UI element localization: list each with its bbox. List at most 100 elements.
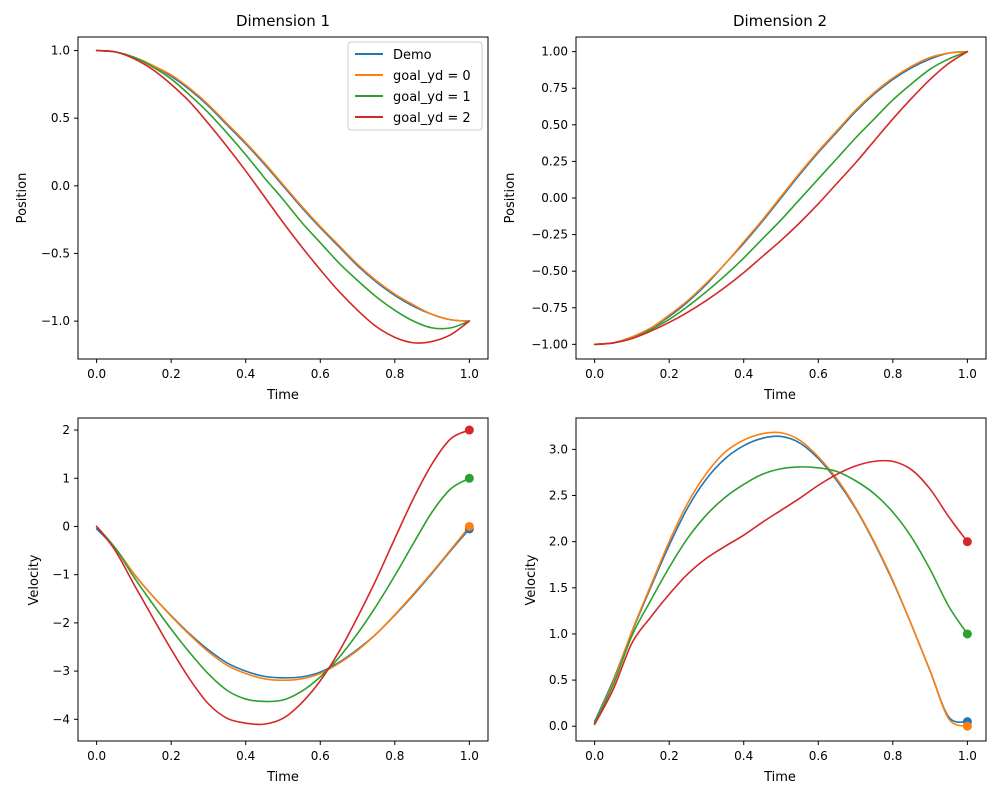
subplot-dimension-2-velocity: 0.0 0.2 0.4 0.6 0.8 1.0 0.0 0.5 1.0 1.5 2.0 2.5 3.0… [524,417,987,785]
x-tick-label: 1.0 [460,367,479,381]
y-axis-ticks: −1.0 −0.5 0.0 0.5 1.0 [41,44,78,328]
x-tick-label: 0.4 [236,749,255,763]
x-tick-label: 0.6 [311,749,330,763]
legend-label-goal-0: goal_yd = 0 [393,69,471,84]
endpoint-marker-goal-yd-2 [464,425,474,435]
x-tick-label: 0.0 [585,749,604,763]
x-tick-label: 0.0 [87,367,106,381]
subplot-dimension-1-velocity: 0.0 0.2 0.4 0.6 0.8 1.0 −4 −3 −2 −1 0 1 2 Time Velo… [27,417,489,785]
x-tick-label: 0.8 [385,749,404,763]
x-axis-ticks: 0.0 0.2 0.4 0.6 0.8 1.0 [87,741,479,763]
subplot-dimension-2-position: Dimension 2 0.0 0.2 0.4 0.6 0.8 1.0 −1.00 −0.7… [503,12,987,403]
y-tick-label: 1.0 [51,44,70,58]
endpoint-marker-goal-yd-0 [464,521,474,531]
x-tick-label: 0.8 [883,367,902,381]
x-axis-label: Time [266,388,299,403]
y-tick-label: 1.00 [541,45,568,59]
x-axis-label: Time [763,770,796,785]
legend-label-goal-2: goal_yd = 2 [393,111,471,126]
endpoint-marker-goal-yd-1 [962,629,972,639]
series-line-goal-yd-2 [593,459,969,726]
x-tick-label: 0.2 [162,367,181,381]
series-line-goal-yd-0 [593,431,969,728]
x-tick-label: 0.2 [660,367,679,381]
y-tick-label: 0.75 [541,81,568,95]
y-axis-label: Position [503,173,518,224]
y-tick-label: −0.5 [41,246,70,260]
y-axis-ticks: −1.00 −0.75 −0.50 −0.25 0.00 0.25 0.50 0.75 1.00 [531,45,576,351]
x-tick-label: 0.8 [385,367,404,381]
series-line-goal-yd-0 [95,49,471,322]
x-tick-label: 1.0 [958,749,977,763]
y-tick-label: 0.5 [549,673,568,687]
x-axis-ticks: 0.0 0.2 0.4 0.6 0.8 1.0 [585,359,977,381]
series-line-goal-yd-1 [593,466,969,725]
y-tick-label: 0.0 [549,719,568,733]
y-tick-label: −0.25 [531,228,568,242]
x-tick-label: 0.4 [236,367,255,381]
y-tick-label: 0.0 [51,179,70,193]
axes-frame [575,417,987,742]
plot-lines [95,425,474,726]
x-axis-label: Time [763,388,796,403]
series-line-goal-yd-0 [95,525,471,682]
endpoint-marker-goal-yd-1 [464,473,474,483]
subplot-title: Dimension 2 [733,12,827,30]
series-line-goal-yd-1 [95,49,471,330]
y-axis-ticks: 0.0 0.5 1.0 1.5 2.0 2.5 3.0 [549,442,576,733]
y-tick-label: 0.50 [541,118,568,132]
x-tick-label: 0.6 [311,367,330,381]
plot-lines [593,431,972,731]
series-line-goal-yd-0 [593,50,969,346]
x-tick-label: 0.0 [585,367,604,381]
x-tick-label: 0.4 [734,367,753,381]
legend-label-goal-1: goal_yd = 1 [393,90,471,105]
legend-label-demo: Demo [393,48,432,63]
y-tick-label: −1.00 [531,337,568,351]
y-tick-label: 1 [62,471,70,485]
x-axis-label: Time [266,770,299,785]
endpoint-marker-goal-yd-0 [962,721,972,731]
axes-frame [77,417,489,742]
plot-lines [593,50,969,346]
y-axis-label: Velocity [524,554,539,605]
y-tick-label: 1.0 [549,627,568,641]
y-tick-label: 0.00 [541,191,568,205]
series-line-goal-yd-1 [593,50,969,346]
y-axis-ticks: −4 −3 −2 −1 0 1 2 [52,423,78,726]
y-tick-label: 3.0 [549,442,568,456]
x-tick-label: 0.6 [809,367,828,381]
y-tick-label: 2 [62,423,70,437]
y-tick-label: 0.25 [541,154,568,168]
y-tick-label: −3 [52,664,70,678]
series-line-goal-yd-1 [95,477,471,703]
x-tick-label: 1.0 [460,749,479,763]
legend-box [347,41,483,131]
y-tick-label: −1.0 [41,314,70,328]
x-tick-label: 1.0 [958,367,977,381]
series-line-goal-yd-2 [95,429,471,726]
y-tick-label: −4 [52,712,70,726]
y-tick-label: 2.0 [549,535,568,549]
y-tick-label: −0.75 [531,301,568,315]
axes-frame [77,36,489,360]
y-tick-label: 0 [62,519,70,533]
x-tick-label: 0.6 [809,749,828,763]
y-tick-label: −2 [52,616,70,630]
plot-lines [95,49,471,344]
y-tick-label: 0.5 [51,111,70,125]
y-tick-label: −0.50 [531,264,568,278]
endpoint-marker-goal-yd-2 [962,537,972,547]
legend: Demo goal_yd = 0 goal_yd = 1 goal_yd = 2 [347,41,483,131]
y-tick-label: 2.5 [549,489,568,503]
x-axis-ticks: 0.0 0.2 0.4 0.6 0.8 1.0 [585,741,977,763]
y-tick-label: −1 [52,568,70,582]
subplot-title: Dimension 1 [236,12,330,30]
y-axis-label: Velocity [27,554,42,605]
series-line-goal-yd-2 [593,50,969,346]
series-line-goal-yd-2 [95,49,471,344]
y-tick-label: 1.5 [549,581,568,595]
x-axis-ticks: 0.0 0.2 0.4 0.6 0.8 1.0 [87,359,479,381]
subplot-dimension-1-position: Dimension 1 0.0 0.2 0.4 0.6 0.8 1.0 −1.0 −0.5 0… [15,12,489,403]
